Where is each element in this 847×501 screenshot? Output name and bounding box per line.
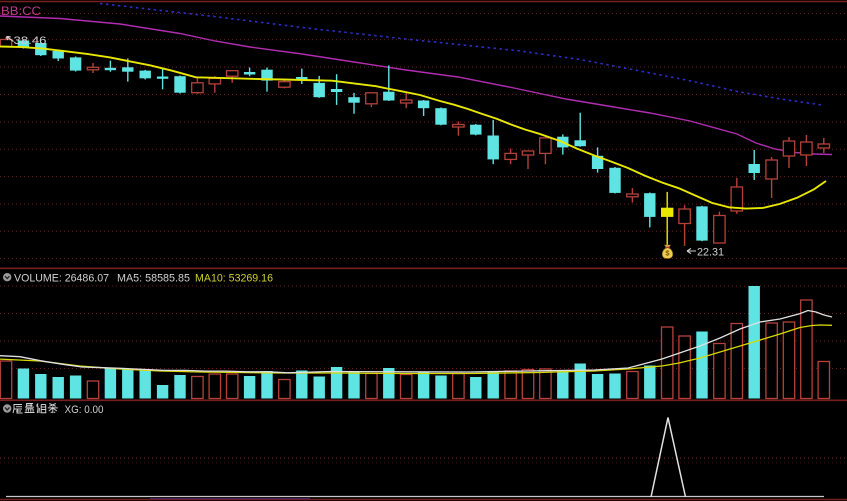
svg-text:MA5: 58585.85: MA5: 58585.85 [117,273,190,285]
svg-text:VOLUME: 26486.07: VOLUME: 26486.07 [14,273,109,285]
svg-text:$: $ [665,249,670,258]
svg-text:MA10: 53269.16: MA10: 53269.16 [195,273,273,285]
svg-text:38.46: 38.46 [14,35,47,47]
svg-text:BB:CC: BB:CC [1,6,41,18]
svg-text:22.31: 22.31 [697,247,724,259]
svg-text:XG: 0.00: XG: 0.00 [65,404,104,416]
